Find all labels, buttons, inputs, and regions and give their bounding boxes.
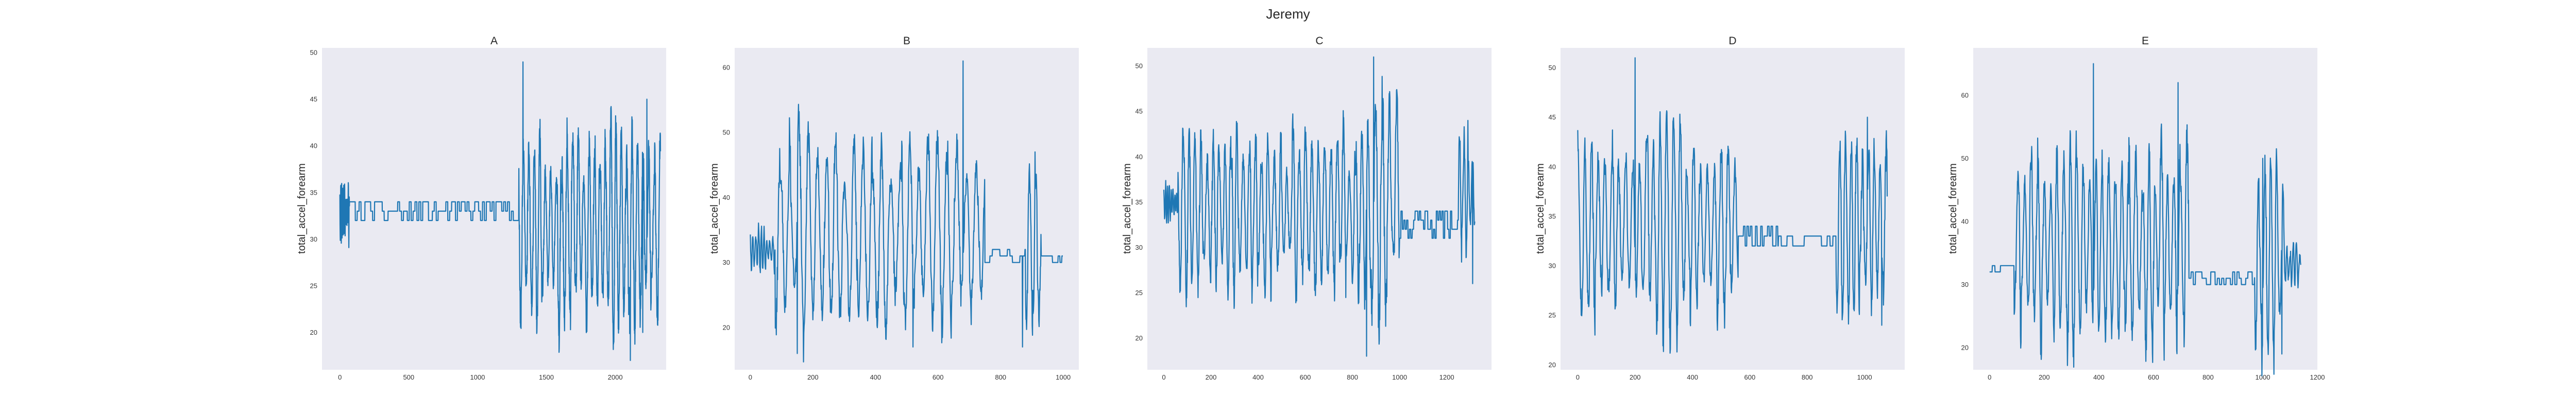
- y-tick-label: 40: [723, 194, 730, 201]
- x-tick-label: 600: [933, 373, 944, 381]
- y-tick-label: 50: [1136, 62, 1143, 70]
- chart-panel-a: A total_accel_forearm 0 500 1000 1500 2000 20…: [296, 35, 666, 381]
- plot-area: [735, 48, 1079, 370]
- axis-ticks: 0 200 400 600 800 1000 20 25 30 35 40 45 50: [1549, 64, 1872, 381]
- x-tick-label: 200: [807, 373, 819, 381]
- y-tick-label: 45: [310, 95, 317, 103]
- x-tick-label: 800: [1347, 373, 1358, 381]
- chart-panel-d: D total_accel_forearm 0 200 400 600 800 1000 2…: [1535, 35, 1905, 381]
- x-tick-label: 500: [403, 373, 414, 381]
- panel-title: C: [1315, 35, 1323, 47]
- x-tick-label: 200: [2039, 373, 2050, 381]
- panel-title: B: [903, 35, 910, 47]
- chart-panel-c: C total_accel_forearm 0 200 400 600 800 1000 1…: [1122, 35, 1492, 381]
- y-tick-label: 40: [1136, 153, 1143, 161]
- x-tick-label: 1000: [1857, 373, 1872, 381]
- y-tick-label: 60: [1961, 91, 1969, 99]
- x-tick-label: 0: [1576, 373, 1580, 381]
- y-tick-label: 50: [723, 129, 730, 136]
- x-tick-label: 0: [1162, 373, 1165, 381]
- x-tick-label: 600: [1744, 373, 1756, 381]
- y-tick-label: 25: [1136, 289, 1143, 297]
- x-tick-label: 600: [1300, 373, 1311, 381]
- y-tick-label: 50: [310, 49, 317, 57]
- x-tick-label: 2000: [608, 373, 623, 381]
- axis-ticks: 0 200 400 600 800 1000 20 30 40 50 60: [723, 63, 1071, 381]
- x-tick-label: 1000: [470, 373, 485, 381]
- y-tick-label: 35: [310, 188, 317, 196]
- axis-ticks: 0 500 1000 1500 2000 20 25 30 35 40 45 50: [310, 49, 623, 381]
- y-tick-label: 20: [310, 329, 317, 336]
- x-tick-label: 0: [338, 373, 342, 381]
- y-axis-label: total_accel_forearm: [709, 163, 720, 254]
- x-tick-label: 1000: [1056, 373, 1071, 381]
- x-tick-label: 800: [1802, 373, 1813, 381]
- y-axis-label: total_accel_forearm: [1122, 163, 1133, 254]
- figure-title: Jeremy: [1266, 6, 1310, 22]
- y-tick-label: 25: [310, 282, 317, 290]
- axis-ticks: 0 200 400 600 800 1000 1200 20 30 40 50 60: [1961, 91, 2325, 381]
- y-tick-label: 30: [310, 235, 317, 243]
- x-tick-label: 200: [1206, 373, 1217, 381]
- y-tick-label: 20: [1136, 334, 1143, 342]
- axis-ticks: 0 200 400 600 800 1000 1200 20 25 30 35 40 45 50: [1136, 62, 1454, 381]
- x-tick-label: 0: [749, 373, 752, 381]
- y-axis-label: total_accel_forearm: [1947, 163, 1959, 254]
- series-line: [1577, 57, 1888, 354]
- y-axis-label: total_accel_forearm: [1535, 163, 1546, 254]
- y-tick-label: 30: [1961, 281, 1969, 288]
- y-tick-label: 40: [1549, 163, 1556, 170]
- chart-panel-e: E total_accel_forearm 0 200 400 600 800 1000 1…: [1947, 35, 2325, 381]
- series-line: [1989, 63, 2301, 377]
- y-tick-label: 60: [723, 63, 730, 71]
- x-tick-label: 400: [1687, 373, 1698, 381]
- x-tick-label: 1500: [539, 373, 554, 381]
- y-tick-label: 35: [1549, 212, 1556, 220]
- panel-title: A: [490, 35, 498, 47]
- y-tick-label: 25: [1549, 312, 1556, 319]
- y-tick-label: 45: [1136, 108, 1143, 115]
- x-tick-label: 1000: [1392, 373, 1407, 381]
- y-tick-label: 50: [1961, 154, 1969, 162]
- panel-title: D: [1728, 35, 1736, 47]
- y-tick-label: 30: [1136, 244, 1143, 251]
- y-tick-label: 35: [1136, 198, 1143, 206]
- y-tick-label: 20: [1961, 344, 1969, 352]
- x-tick-label: 1200: [2310, 373, 2325, 381]
- chart-panel-b: B total_accel_forearm 0 200 400 600 800 1000 2…: [709, 35, 1079, 381]
- series-line: [339, 61, 662, 362]
- x-tick-label: 600: [2148, 373, 2159, 381]
- y-tick-label: 40: [1961, 218, 1969, 226]
- y-tick-label: 40: [310, 142, 317, 150]
- x-tick-label: 200: [1630, 373, 1641, 381]
- y-tick-label: 30: [1549, 262, 1556, 270]
- series-line: [750, 60, 1063, 363]
- y-tick-label: 50: [1549, 64, 1556, 72]
- x-tick-label: 400: [870, 373, 881, 381]
- panel-title: E: [2142, 35, 2149, 47]
- y-axis-label: total_accel_forearm: [296, 163, 308, 254]
- x-tick-label: 1200: [1439, 373, 1454, 381]
- y-tick-label: 20: [723, 323, 730, 331]
- series-line: [1163, 56, 1476, 357]
- y-tick-label: 20: [1549, 361, 1556, 369]
- x-tick-label: 400: [1252, 373, 1264, 381]
- y-tick-label: 30: [723, 259, 730, 266]
- x-tick-label: 0: [1988, 373, 1991, 381]
- x-tick-label: 400: [2093, 373, 2105, 381]
- x-tick-label: 800: [2202, 373, 2214, 381]
- y-tick-label: 45: [1549, 113, 1556, 121]
- x-tick-label: 1000: [2256, 373, 2270, 381]
- x-tick-label: 800: [995, 373, 1006, 381]
